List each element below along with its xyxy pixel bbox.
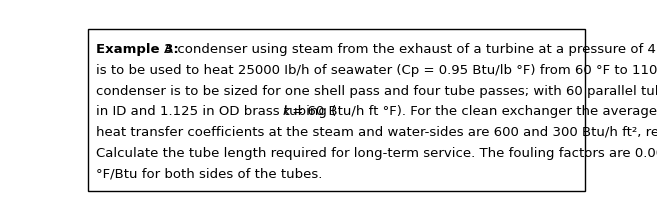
- Text: in ID and 1.125 in OD brass tubing (: in ID and 1.125 in OD brass tubing (: [96, 106, 336, 118]
- Text: = 60 Btu/h ft °F). For the clean exchanger the average: = 60 Btu/h ft °F). For the clean exchang…: [288, 106, 657, 118]
- Text: condenser is to be sized for one shell pass and four tube passes; with 60 parall: condenser is to be sized for one shell p…: [96, 85, 657, 98]
- Text: °F/Btu for both sides of the tubes.: °F/Btu for both sides of the tubes.: [96, 168, 323, 181]
- Text: Calculate the tube length required for long-term service. The fouling factors ar: Calculate the tube length required for l…: [96, 147, 657, 160]
- Text: k: k: [283, 106, 290, 118]
- Text: A condenser using steam from the exhaust of a turbine at a pressure of 4 in Hg a: A condenser using steam from the exhaust…: [164, 43, 657, 56]
- Text: Example 3:: Example 3:: [96, 43, 183, 56]
- Text: is to be used to heat 25000 Ib/h of seawater (Cp = 0.95 Btu/lb °F) from 60 °F to: is to be used to heat 25000 Ib/h of seaw…: [96, 64, 657, 77]
- Text: heat transfer coefficients at the steam and water-sides are 600 and 300 Btu/h ft: heat transfer coefficients at the steam …: [96, 126, 657, 139]
